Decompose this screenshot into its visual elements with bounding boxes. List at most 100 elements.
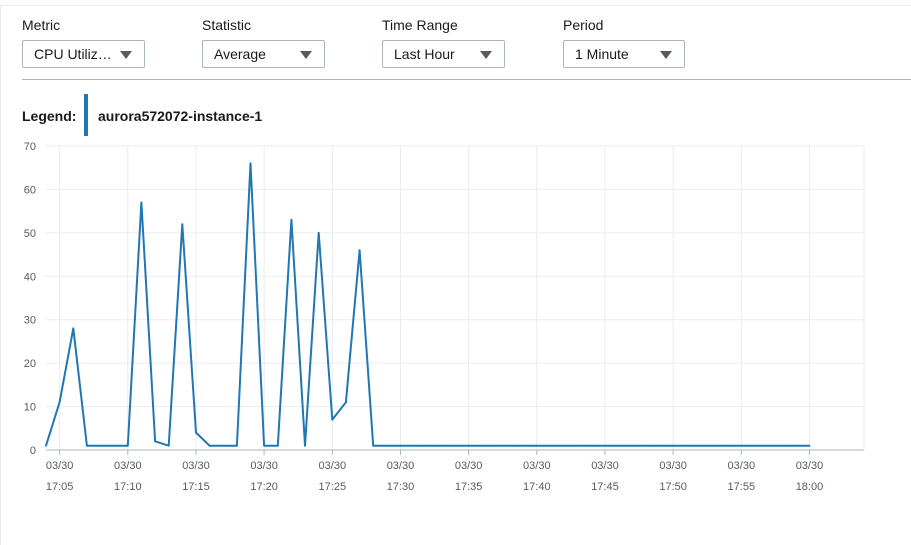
chart-series	[45, 162, 811, 447]
panel-top-border	[0, 5, 911, 6]
series-line	[45, 162, 810, 447]
data-point	[99, 444, 102, 447]
metric-select-value: CPU Utiliz…	[34, 46, 112, 62]
data-point	[236, 444, 238, 447]
metric-select[interactable]: CPU Utiliz…	[22, 40, 145, 68]
data-point	[713, 444, 715, 447]
period-select-value: 1 Minute	[575, 46, 629, 62]
y-tick-label: 30	[24, 315, 36, 327]
data-point	[372, 444, 375, 447]
x-tick-date-label: 03/30	[728, 460, 756, 472]
caret-down-icon	[480, 51, 492, 59]
data-point	[781, 444, 784, 447]
data-point	[126, 444, 129, 447]
data-point	[481, 444, 484, 447]
x-tick-date-label: 03/30	[46, 460, 74, 472]
x-tick-date-label: 03/30	[387, 460, 415, 472]
data-point	[290, 218, 293, 221]
data-point	[467, 444, 470, 447]
metric-label: Metric	[22, 17, 61, 33]
data-point	[576, 444, 579, 447]
data-point	[631, 444, 634, 447]
data-point	[808, 444, 811, 447]
data-point	[672, 444, 674, 447]
time-range-select[interactable]: Last Hour	[382, 40, 505, 68]
data-point	[317, 232, 320, 234]
x-tick-time-label: 17:45	[591, 481, 619, 493]
data-point	[426, 444, 429, 447]
chart-tick-labels: 0 10 20 30 40 50 60 70 03/30 17:05 03/30 17:10 03/30…	[24, 141, 823, 493]
data-point	[345, 401, 347, 404]
legend-title: Legend:	[22, 108, 77, 124]
data-point	[276, 444, 279, 447]
data-point	[72, 327, 75, 330]
data-point	[358, 249, 361, 252]
data-point	[304, 444, 306, 447]
data-point	[645, 444, 647, 447]
x-tick-date-label: 03/30	[114, 460, 142, 472]
y-tick-label: 60	[24, 184, 36, 196]
data-point	[154, 440, 157, 443]
caret-down-icon	[300, 51, 312, 59]
period-label: Period	[563, 17, 604, 33]
x-tick-time-label: 17:05	[46, 481, 74, 493]
data-point	[140, 201, 143, 204]
data-point	[495, 444, 497, 447]
data-point	[440, 444, 443, 447]
x-tick-time-label: 17:55	[728, 481, 756, 493]
statistic-control: Statistic Average	[202, 16, 325, 68]
x-tick-date-label: 03/30	[591, 460, 619, 472]
caret-down-icon	[120, 51, 132, 59]
chart-axes	[46, 449, 864, 455]
data-point	[617, 444, 620, 447]
data-point	[385, 444, 388, 447]
data-point	[563, 444, 565, 447]
data-point	[263, 444, 265, 447]
x-tick-date-label: 03/30	[659, 460, 687, 472]
y-tick-label: 0	[30, 445, 36, 457]
chart-grid	[46, 145, 865, 450]
data-point	[413, 444, 415, 447]
x-tick-date-label: 03/30	[523, 460, 551, 472]
data-point	[45, 444, 47, 447]
controls-divider	[22, 79, 911, 80]
x-tick-time-label: 17:20	[250, 481, 278, 493]
data-point	[181, 223, 184, 226]
panel-left-border	[0, 5, 1, 545]
data-point	[167, 444, 170, 447]
statistic-label: Statistic	[202, 17, 252, 33]
x-tick-date-label: 03/30	[455, 460, 483, 472]
x-tick-time-label: 17:25	[319, 481, 347, 493]
time-range-select-value: Last Hour	[394, 46, 455, 62]
data-point	[454, 444, 456, 447]
period-control: Period 1 Minute	[563, 16, 685, 68]
data-point	[740, 444, 743, 447]
x-tick-time-label: 17:50	[659, 481, 687, 493]
y-tick-label: 40	[24, 271, 36, 283]
x-tick-date-label: 03/30	[250, 460, 278, 472]
data-point	[767, 444, 770, 447]
time-range-label: Time Range	[382, 17, 458, 33]
period-select[interactable]: 1 Minute	[563, 40, 685, 68]
y-tick-label: 20	[24, 358, 36, 370]
x-tick-time-label: 17:35	[455, 481, 483, 493]
data-point	[113, 444, 116, 447]
data-point	[522, 444, 525, 447]
x-tick-date-label: 03/30	[319, 460, 347, 472]
legend-swatch	[84, 94, 88, 136]
data-point	[794, 444, 797, 447]
statistic-select[interactable]: Average	[202, 40, 325, 68]
data-point	[754, 444, 756, 447]
data-point	[222, 444, 225, 447]
statistic-select-value: Average	[214, 46, 266, 62]
data-point	[658, 444, 661, 447]
data-point	[399, 444, 402, 447]
metric-control: Metric CPU Utiliz…	[22, 16, 145, 68]
x-tick-time-label: 17:10	[114, 481, 142, 493]
caret-down-icon	[660, 51, 672, 59]
y-tick-label: 50	[24, 228, 36, 240]
y-tick-label: 70	[24, 141, 36, 153]
data-point	[685, 444, 688, 447]
data-point	[86, 444, 88, 447]
